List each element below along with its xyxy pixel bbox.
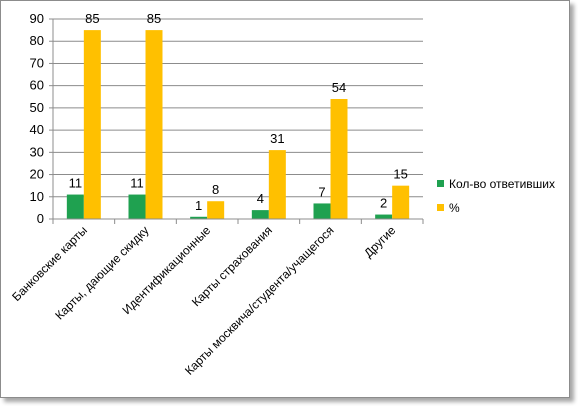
y-tick-label: 20 (30, 167, 44, 182)
y-tick-label: 80 (30, 33, 44, 48)
bar (375, 214, 393, 219)
bar (251, 210, 269, 219)
legend-swatch (437, 180, 444, 187)
gridlines (53, 18, 423, 198)
data-label: 85 (147, 11, 161, 26)
data-label: 54 (332, 80, 346, 95)
y-tick-label: 90 (30, 11, 44, 26)
data-label: 85 (85, 11, 99, 26)
bar (190, 216, 208, 219)
y-tick-label: 60 (30, 78, 44, 93)
legend-swatch (437, 204, 444, 211)
data-label: 2 (380, 196, 387, 211)
y-tick-label: 40 (30, 122, 44, 137)
data-label: 15 (393, 167, 407, 182)
data-label: 8 (212, 182, 219, 197)
bar (66, 194, 84, 219)
data-label: 31 (270, 131, 284, 146)
data-label: 11 (130, 176, 144, 191)
y-tick-label: 50 (30, 100, 44, 115)
bar (392, 185, 410, 219)
y-tick-label: 30 (30, 144, 44, 159)
category-label: Другие (361, 223, 398, 260)
y-axis: 0 10 20 30 40 50 60 70 80 90 (30, 11, 54, 226)
bar (83, 30, 101, 219)
data-label: 4 (257, 191, 264, 206)
legend-label: % (449, 201, 460, 215)
y-tick-label: 10 (30, 189, 44, 204)
bar (313, 203, 331, 219)
bar (330, 99, 348, 219)
bars (66, 30, 410, 219)
bar (207, 201, 225, 219)
data-label: 11 (69, 176, 83, 191)
bar (128, 194, 146, 219)
legend: Кол-во ответивших% (437, 177, 555, 215)
legend-label: Кол-во ответивших (449, 177, 555, 191)
bar (268, 150, 286, 219)
y-tick-label: 0 (37, 211, 44, 226)
chart-frame: 0 10 20 30 40 50 60 70 80 90 11 11 1 4 7 2 85 85 8 31 54 15 … (0, 0, 570, 398)
bar (145, 30, 163, 219)
data-label: 7 (318, 184, 325, 199)
data-label: 1 (195, 198, 202, 213)
y-tick-label: 70 (30, 55, 44, 70)
